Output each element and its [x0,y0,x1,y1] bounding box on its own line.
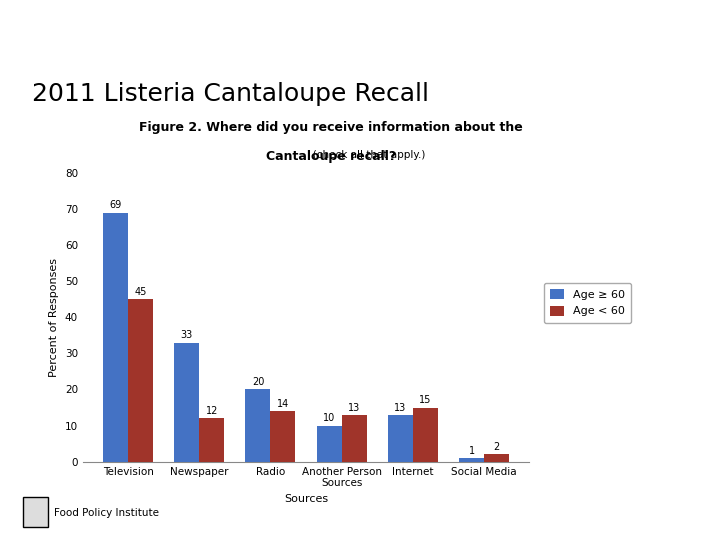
Text: Food Policy Institute: Food Policy Institute [54,508,159,518]
Text: 14: 14 [276,399,289,409]
Text: Figure 2. Where did you receive information about the: Figure 2. Where did you receive informat… [140,122,523,134]
Bar [174,342,199,462]
Bar [128,299,153,462]
Bar [317,426,341,462]
Text: 10: 10 [323,414,336,423]
Text: 20: 20 [252,377,264,387]
Text: 12: 12 [205,406,218,416]
Bar [246,389,271,462]
Text: 13: 13 [395,403,407,413]
Text: 2011 Listeria Cantaloupe Recall: 2011 Listeria Cantaloupe Recall [32,83,429,106]
Bar [388,415,413,462]
Bar [459,458,484,462]
Text: 13: 13 [348,403,360,413]
Text: 45: 45 [135,287,147,297]
Bar [484,455,509,462]
Y-axis label: Percent of Responses: Percent of Responses [49,258,59,377]
Text: 69: 69 [109,200,122,211]
Text: 2: 2 [493,442,500,453]
Text: RUTGERS: RUTGERS [32,23,157,45]
Bar [199,418,224,462]
Legend: Age ≥ 60, Age < 60: Age ≥ 60, Age < 60 [544,282,631,323]
Text: 15: 15 [419,395,431,406]
Text: 1: 1 [469,446,474,456]
Bar [271,411,295,462]
Bar [413,408,438,462]
Text: Cantaloupe recall?: Cantaloupe recall? [266,150,396,163]
X-axis label: Sources: Sources [284,494,328,504]
Text: 33: 33 [181,330,193,340]
Bar [341,415,366,462]
FancyBboxPatch shape [23,497,48,526]
Text: (check all that apply.): (check all that apply.) [238,150,425,160]
Bar [103,213,128,462]
